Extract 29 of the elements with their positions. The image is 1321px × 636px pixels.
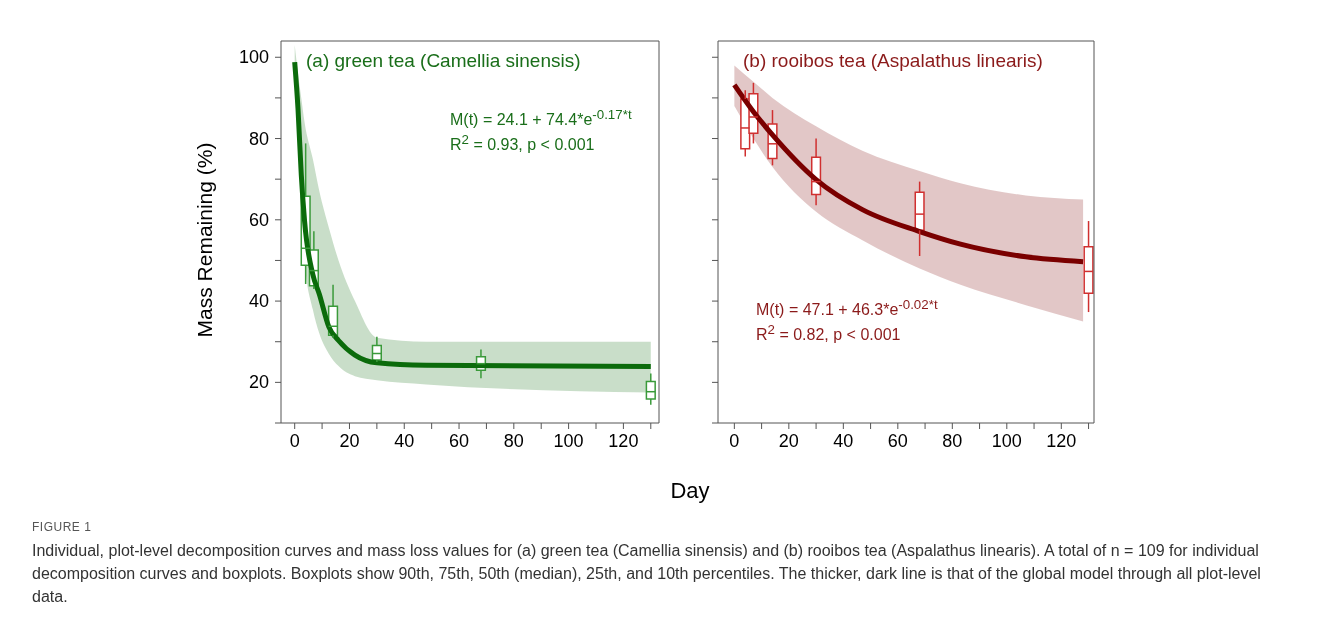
text: (a) green tea (Camellia sinensis): [306, 50, 581, 72]
annotation: R$^{2}$ = 0.93, p < 0.001: [450, 131, 596, 156]
x-tick-label: 80: [503, 431, 524, 451]
x-tick-label: 0: [729, 431, 740, 451]
text: Individual, plot-level decomposition curves and mass loss values for (a) green tea (Camellia sinensis) and (b) rooibos tea (Aspalathus linearis). A total of n = 109 for individual decomposition curves and boxplots. Boxplots show 90th, 75th, 50th (median), 25th, and 10th percentiles. The thicker, dark line is that of the global model through all plot-level data.: [32, 541, 1262, 607]
x-tick-label: 40: [394, 431, 415, 451]
x-tick-label: 120: [1046, 431, 1077, 451]
x-tick-label: 60: [887, 431, 908, 451]
x-tick-label: 20: [339, 431, 360, 451]
y-tick-label: 100: [238, 47, 269, 68]
x-tick-label: 0: [289, 431, 300, 451]
x-tick-label: 80: [942, 431, 963, 451]
y-axis-title: Mass Remaining (%): [193, 142, 217, 338]
x-axis-title: Day: [669, 478, 711, 504]
x-tick-label: 100: [553, 431, 584, 451]
annotation: M(t) = 47.1 + 46.3*e$^{-0.02*t}$: [756, 296, 938, 321]
x-tick-label: 100: [991, 431, 1022, 451]
y-tick-label: 80: [248, 128, 269, 149]
x-tick-label: 40: [833, 431, 854, 451]
caption: FIGURE 1: [32, 519, 93, 536]
annotation: M(t) = 24.1 + 74.4*e$^{-0.17*t}$: [450, 106, 632, 131]
x-tick-label: 20: [778, 431, 799, 451]
y-tick-label: 60: [248, 209, 269, 230]
x-tick-label: 120: [608, 431, 639, 451]
y-tick-label: 20: [248, 372, 269, 393]
annotation: R$^{2}$ = 0.82, p < 0.001: [756, 321, 902, 346]
text: (b) rooibos tea (Aspalathus linearis): [743, 50, 1043, 72]
x-tick-label: 60: [449, 431, 470, 451]
y-tick-label: 40: [248, 291, 269, 312]
